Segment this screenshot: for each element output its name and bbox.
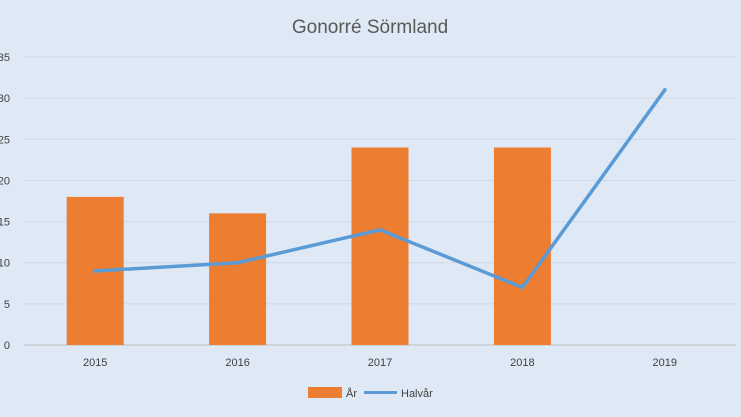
x-tick-label: 2016 bbox=[225, 357, 249, 369]
x-tick-label: 2015 bbox=[83, 357, 107, 369]
legend-label-ar: År bbox=[346, 387, 357, 400]
line-series bbox=[93, 88, 667, 290]
line-point-2015 bbox=[93, 269, 97, 273]
legend-label-halvar: Halvår bbox=[401, 388, 433, 400]
line-point-2018 bbox=[520, 285, 525, 290]
y-tick-label: 30 bbox=[0, 93, 10, 105]
line-point-2017 bbox=[378, 228, 382, 232]
y-tick-label: 35 bbox=[0, 52, 10, 64]
x-tick-label: 2018 bbox=[510, 357, 534, 369]
x-tick-label: 2019 bbox=[653, 357, 677, 369]
y-tick-label: 15 bbox=[0, 217, 10, 229]
y-tick-label: 10 bbox=[0, 258, 10, 270]
x-tick-label: 2017 bbox=[368, 357, 392, 369]
y-tick-label: 5 bbox=[4, 299, 10, 311]
line-point-2016 bbox=[235, 260, 240, 265]
legend: År Halvår bbox=[308, 387, 433, 400]
y-tick-label: 20 bbox=[0, 175, 10, 187]
x-axis: 2015 2016 2017 2018 2019 bbox=[83, 357, 677, 369]
line-point-2019 bbox=[663, 88, 667, 92]
bar-2016 bbox=[209, 213, 267, 345]
y-tick-label: 25 bbox=[0, 134, 10, 146]
bar-2018 bbox=[493, 147, 551, 345]
y-tick-label: 0 bbox=[4, 340, 10, 352]
bar-2017 bbox=[351, 147, 409, 345]
legend-swatch-ar bbox=[308, 387, 342, 398]
y-axis: 0 5 10 15 20 25 30 35 bbox=[0, 52, 10, 352]
bar-series bbox=[66, 147, 551, 345]
chart-title: Gonorré Sörmland bbox=[292, 17, 448, 38]
